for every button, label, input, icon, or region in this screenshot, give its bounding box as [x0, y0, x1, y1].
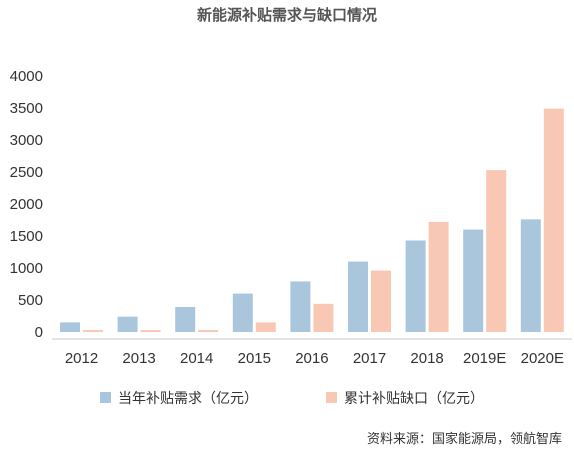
bar-gap: [371, 270, 391, 332]
bars: [60, 108, 564, 332]
bar-gap: [486, 170, 507, 332]
bar-gap: [83, 330, 103, 332]
y-tick-label: 3000: [10, 132, 43, 149]
x-axis-ticks: 2012 2013 2014 2015 2016 2017 2018 2019E 2020E: [65, 350, 564, 367]
bar-demand: [60, 322, 80, 332]
bar-gap: [543, 108, 564, 332]
y-tick-label: 4000: [10, 68, 43, 85]
y-tick-label: 1000: [10, 260, 43, 277]
x-tick-label: 2016: [295, 350, 328, 367]
bar-gap: [313, 303, 334, 332]
x-tick-label: 2012: [65, 350, 98, 367]
x-tick-label: 2020E: [521, 350, 564, 367]
legend-label-demand: 当年补贴需求（亿元）: [118, 391, 258, 407]
bar-demand: [520, 219, 541, 332]
legend: 当年补贴需求（亿元） 累计补贴缺口（亿元）: [100, 391, 484, 407]
bar-gap: [140, 330, 161, 332]
bar-gap: [198, 330, 219, 332]
bar-gap: [255, 322, 276, 332]
legend-swatch-gap: [326, 392, 337, 403]
y-tick-label: 1500: [10, 228, 43, 245]
legend-label-gap: 累计补贴缺口（亿元）: [344, 391, 484, 407]
legend-swatch-demand: [100, 392, 111, 403]
y-axis-ticks: 4000 3500 3000 2500 2000 1500 1000 500 0: [10, 68, 43, 341]
x-tick-label: 2014: [180, 350, 213, 367]
y-tick-label: 2500: [10, 164, 43, 181]
bar-demand: [175, 307, 196, 332]
y-tick-label: 500: [18, 292, 43, 309]
x-tick-label: 2017: [353, 350, 386, 367]
y-tick-label: 0: [35, 324, 43, 341]
bar-demand: [405, 240, 426, 332]
bar-demand: [117, 316, 138, 332]
bar-demand: [348, 261, 368, 332]
bar-demand: [232, 293, 253, 332]
x-tick-label: 2019E: [463, 350, 506, 367]
x-tick-label: 2018: [410, 350, 443, 367]
bar-gap: [428, 221, 449, 332]
source-note: 资料来源：国家能源局，领航智库: [367, 431, 562, 447]
bar-demand: [290, 281, 311, 332]
bar-demand: [463, 229, 484, 332]
y-tick-label: 2000: [10, 196, 43, 213]
chart-title: 新能源补贴需求与缺口情况: [197, 6, 377, 24]
x-tick-label: 2013: [122, 350, 155, 367]
x-tick-label: 2015: [238, 350, 271, 367]
y-tick-label: 3500: [10, 100, 43, 117]
